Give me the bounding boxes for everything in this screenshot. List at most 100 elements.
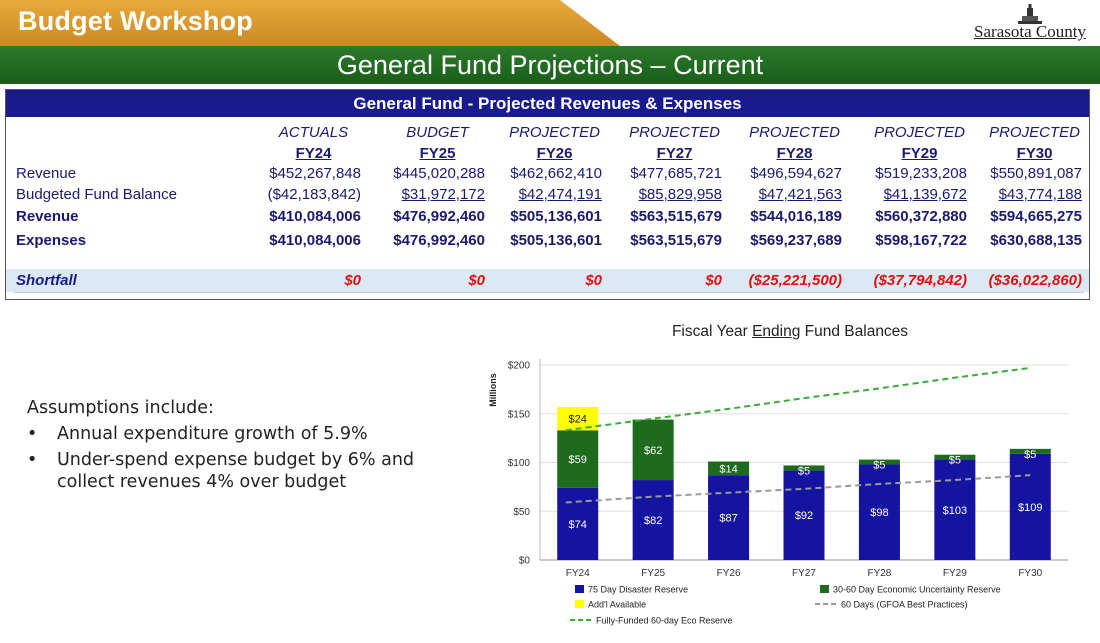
row-label: Revenue [16, 165, 77, 182]
bar-value-label: $87 [719, 513, 737, 525]
assumptions-heading: Assumptions include: [27, 398, 214, 418]
table-cell: $476,992,460 [393, 208, 485, 225]
chart-title: Fiscal Year Ending Fund Balances [560, 323, 1020, 341]
x-tick-label: FY24 [566, 568, 590, 579]
x-tick-label: FY28 [867, 568, 891, 579]
column-type-header: ACTUALS [278, 124, 349, 141]
row-label: Shortfall [16, 272, 77, 289]
table-cell: $41,139,672 [883, 186, 967, 203]
page-title: Budget Workshop [18, 6, 253, 36]
bar-value-label: $5 [1024, 449, 1036, 461]
bullet-icon: • [27, 424, 38, 444]
assumption-item: Annual expenditure growth of 5.9% [57, 424, 368, 444]
subtitle-bar [0, 46, 1100, 84]
table-cell: $452,267,848 [269, 165, 361, 182]
shortfall-divider [14, 292, 1084, 293]
header-slant [560, 0, 620, 46]
bar-segment [632, 419, 674, 481]
chart-title-emphasis: Ending [752, 323, 801, 340]
table-cell: $598,167,722 [875, 232, 967, 249]
table-cell: $560,372,880 [875, 208, 967, 225]
column-year-header: FY27 [656, 145, 693, 162]
bar-segment [557, 406, 599, 431]
table-cell: $519,233,208 [875, 165, 967, 182]
row-label: Revenue [16, 208, 79, 225]
legend-label: 60 Days (GFOA Best Practices) [841, 600, 968, 610]
column-year-header: FY26 [536, 145, 573, 162]
table-cell: $43,774,188 [998, 186, 1082, 203]
table-cell: $477,685,721 [630, 165, 722, 182]
x-tick-label: FY25 [641, 568, 665, 579]
legend-swatch [575, 600, 584, 608]
column-type-header: BUDGET [406, 124, 469, 141]
x-tick-label: FY27 [792, 568, 816, 579]
bar-segment [1009, 448, 1051, 454]
column-year-header: FY24 [295, 145, 332, 162]
column-type-header: PROJECTED [509, 124, 600, 141]
table-cell: $42,474,191 [518, 186, 602, 203]
table-cell: $0 [344, 272, 361, 289]
bar-segment [557, 430, 599, 488]
table-cell: $569,237,689 [750, 232, 842, 249]
table-cell: $630,688,135 [990, 232, 1082, 249]
fund-balance-chart: $0 $50 $100 $150 $200 Millions $74 $82 $87 $92 $98… [488, 359, 1068, 626]
column-type-header: PROJECTED [874, 124, 965, 141]
table-cell: ($36,022,860) [988, 272, 1082, 289]
table-cell: $445,020,288 [393, 165, 485, 182]
table-cell: $47,421,563 [758, 186, 842, 203]
legend-label: 75 Day Disaster Reserve [588, 585, 688, 595]
bar-value-label: $82 [644, 515, 662, 527]
x-tick-label: FY26 [717, 568, 741, 579]
bar-value-label: $24 [569, 414, 587, 426]
bar-value-label: $5 [949, 455, 961, 467]
bar-segment [783, 465, 825, 471]
bar-value-label: $92 [795, 510, 813, 522]
bar-segment [858, 464, 900, 560]
column-year-header: FY25 [419, 145, 456, 162]
bar-value-label: $59 [569, 454, 587, 466]
bar-value-label: $5 [798, 465, 810, 477]
table-cell: $462,662,410 [510, 165, 602, 182]
bar-segment [708, 461, 750, 476]
shortfall-row-bg [6, 269, 1089, 292]
courthouse-icon [1018, 4, 1042, 24]
table-cell: $0 [705, 272, 722, 289]
table-cell: ($25,221,500) [748, 272, 842, 289]
table-cell: ($37,794,842) [873, 272, 967, 289]
bar-segment [858, 459, 900, 465]
table-cell: $0 [468, 272, 485, 289]
column-year-header: FY28 [776, 145, 813, 162]
trend-line [565, 366, 1031, 432]
y-tick-label: $200 [508, 361, 531, 372]
legend-swatch [820, 585, 829, 593]
y-axis-label: Millions [488, 373, 498, 407]
column-year-header: FY30 [1016, 145, 1053, 162]
projections-table: General Fund - Projected Revenues & Expe… [5, 89, 1090, 300]
bar-value-label: $109 [1018, 502, 1042, 514]
bar-segment [934, 454, 976, 460]
page-subtitle: General Fund Projections – Current [336, 50, 764, 80]
table-cell: $85,829,958 [638, 186, 722, 203]
table-cell: $563,515,679 [630, 232, 722, 249]
column-type-header: PROJECTED [989, 124, 1080, 141]
row-label: Expenses [16, 232, 87, 249]
table-cell: $594,665,275 [990, 208, 1082, 225]
x-tick-label: FY29 [943, 568, 967, 579]
county-logo: Sarasota County [962, 2, 1098, 42]
column-year-header: FY29 [901, 145, 938, 162]
table-cell: $0 [585, 272, 602, 289]
y-tick-label: $150 [508, 409, 531, 420]
bar-segment [632, 480, 674, 560]
chart-title-part: Fiscal Year [671, 323, 748, 340]
bar-value-label: $62 [644, 445, 662, 457]
table-cell: $31,972,172 [401, 186, 485, 203]
bar-segment [1009, 453, 1051, 560]
legend-label: Add'l Available [588, 600, 646, 610]
bar-segment [783, 470, 825, 560]
bar-value-label: $98 [870, 507, 888, 519]
legend-swatch [575, 585, 584, 593]
table-cell: $410,084,006 [269, 208, 361, 225]
assumption-item: Under-spend expense budget by 6% and [57, 450, 415, 470]
bullet-icon: • [27, 450, 38, 470]
row-label: Budgeted Fund Balance [16, 186, 177, 203]
